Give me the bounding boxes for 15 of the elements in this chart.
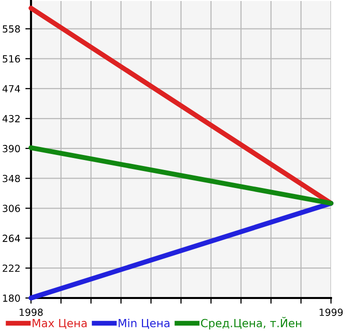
legend-label: Min Цена <box>118 318 170 329</box>
y-tick-label: 306 <box>2 204 20 212</box>
y-tick-label: 516 <box>2 55 20 63</box>
y-tick-label: 474 <box>2 85 20 92</box>
y-tick-label: 180 <box>3 294 20 302</box>
y-tick-label: 348 <box>2 174 20 182</box>
legend-label: Max Цена <box>32 319 87 329</box>
x-tick-label: 1998 <box>20 308 43 316</box>
y-tick-label: 264 <box>2 234 20 242</box>
legend-label: Сред.Цена, т.Йен <box>201 316 302 330</box>
y-tick-label: 390 <box>2 144 20 152</box>
y-tick-label: 432 <box>2 114 20 122</box>
x-tick-label: 1999 <box>320 308 343 316</box>
y-tick-label: 558 <box>2 25 20 33</box>
y-tick-label: 222 <box>2 264 20 272</box>
